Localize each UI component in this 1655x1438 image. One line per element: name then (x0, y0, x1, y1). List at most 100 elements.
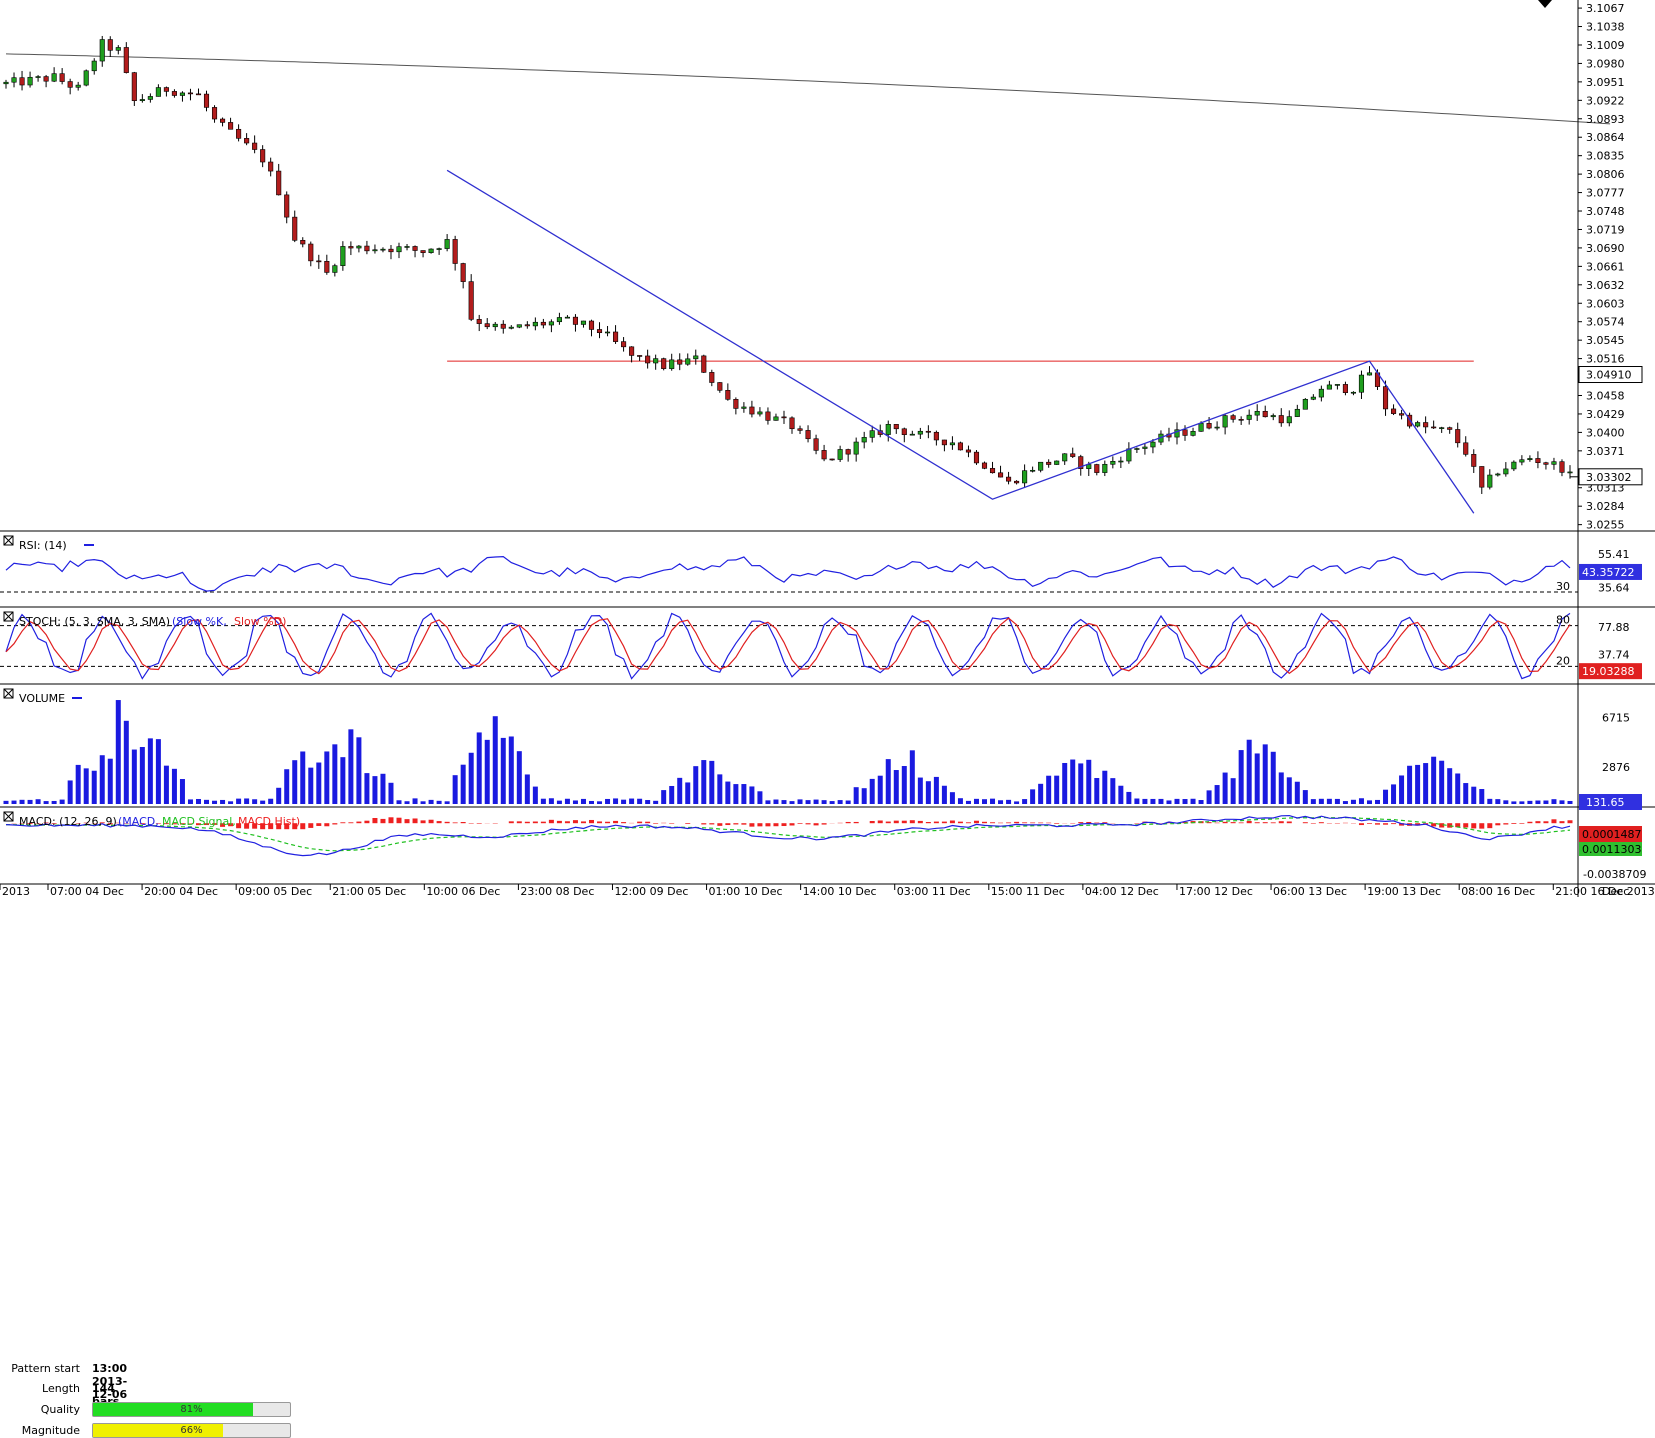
candle-body (1391, 409, 1396, 414)
stoch-value-label: 19.03288 (1582, 665, 1635, 678)
candle-body (148, 96, 153, 99)
volume-bar (1319, 799, 1324, 804)
macd-hist-bar (934, 822, 939, 824)
volume-bar (220, 800, 225, 804)
candle-body (453, 239, 458, 263)
candle-body (1151, 442, 1156, 447)
volume-bar (878, 776, 883, 804)
candle-body (621, 342, 626, 347)
volume-bar (292, 760, 297, 804)
candle-body (1022, 471, 1027, 483)
volume-bar (260, 801, 265, 804)
volume-bar (1070, 760, 1075, 804)
macd-hist-bar (477, 823, 482, 824)
candle-body (958, 443, 963, 450)
candle-body (365, 246, 370, 251)
rsi-tick-label: 55.41 (1598, 548, 1630, 561)
candle-body (268, 162, 273, 171)
volume-bar (1447, 768, 1452, 804)
macd-hist-bar (669, 823, 674, 824)
volume-bar (677, 778, 682, 804)
volume-bar (405, 801, 410, 804)
macd-hist-bar (854, 822, 859, 823)
candle-body (702, 356, 707, 372)
volume-bar (685, 782, 690, 804)
rsi-panel: RSI: (14) (0, 532, 1655, 607)
volume-bar (324, 751, 329, 804)
volume-tick-label: 2876 (1602, 761, 1630, 774)
macd-hist-bar (557, 821, 562, 823)
quality-meter-value: 81% (93, 1403, 290, 1416)
candle-body (188, 93, 193, 94)
candle-body (990, 468, 995, 472)
volume-bar (1383, 790, 1388, 804)
volume-bar (693, 766, 698, 804)
candle-body (1247, 415, 1252, 419)
candle-body (405, 246, 410, 247)
candle-body (1231, 416, 1236, 420)
candle-body (950, 443, 955, 445)
candle-body (108, 40, 113, 51)
macd-hist-bar (974, 821, 979, 823)
macd-hist-bar (1279, 821, 1284, 823)
chart-canvas[interactable]: RSI: (14) STOCH: (5, 3, SMA, 3, SMA)(Slo… (0, 0, 1655, 897)
candle-body (982, 463, 987, 468)
volume-bar (1207, 790, 1212, 804)
volume-bar (236, 799, 241, 804)
price-tick-label: 3.1067 (1586, 2, 1625, 15)
volume-bar (1102, 771, 1107, 804)
stoch-k-legend: (Slow %K, (172, 615, 227, 628)
macd-hist-bar (990, 822, 995, 823)
volume-bar (757, 791, 762, 804)
candle-body (1480, 466, 1485, 487)
volume-bar (846, 801, 851, 804)
candle-body (204, 94, 209, 107)
magnitude-meter-value: 66% (93, 1424, 290, 1437)
candle-body (260, 150, 265, 162)
macd-hist-bar (1503, 823, 1508, 824)
volume-bar (942, 786, 947, 804)
volume-bar (854, 787, 859, 804)
volume-bar (1199, 800, 1204, 804)
macd-hist-bar (1471, 823, 1476, 828)
candle-body (758, 412, 763, 414)
candle-body (838, 449, 843, 459)
candle-body (685, 359, 690, 364)
volume-bar (1174, 799, 1179, 804)
candle-body (1287, 417, 1292, 423)
candle-body (1062, 454, 1067, 461)
volume-bar (180, 779, 185, 804)
macd-hist-bar (982, 822, 987, 823)
volume-bar (1014, 801, 1019, 804)
macd-hist-bar (405, 819, 410, 823)
candle-body (28, 77, 33, 85)
macd-hist-bar (1511, 823, 1516, 824)
candle-body (493, 324, 498, 327)
macd-hist-bar (757, 823, 762, 826)
candle-body (1383, 387, 1388, 409)
volume-bar (1351, 800, 1356, 804)
volume-bar (1110, 778, 1115, 804)
candle-body (653, 359, 658, 363)
volume-bar (765, 800, 770, 804)
volume-value-label: 131.65 (1586, 796, 1625, 809)
candle-body (1319, 389, 1324, 397)
volume-bar (284, 769, 289, 804)
price-tick-label: 3.0893 (1586, 113, 1625, 126)
volume-bar (316, 763, 321, 804)
macd-hist-bar (525, 822, 530, 823)
macd-hist-bar (324, 823, 329, 826)
volume-bar (485, 740, 490, 804)
candle-body (694, 356, 699, 359)
volume-bar (629, 799, 634, 804)
volume-bar (1415, 765, 1420, 804)
macd-hist-bar (733, 823, 738, 824)
candle-body (1054, 461, 1059, 465)
macd-hist-bar (1263, 822, 1268, 823)
candle-body (589, 321, 594, 329)
candle-body (1536, 458, 1541, 462)
ma-value-label: 3.04910 (1586, 369, 1632, 382)
volume-bar (1022, 799, 1027, 804)
price-tick-label: 3.0371 (1586, 445, 1625, 458)
macd-hist-bar (886, 822, 891, 824)
